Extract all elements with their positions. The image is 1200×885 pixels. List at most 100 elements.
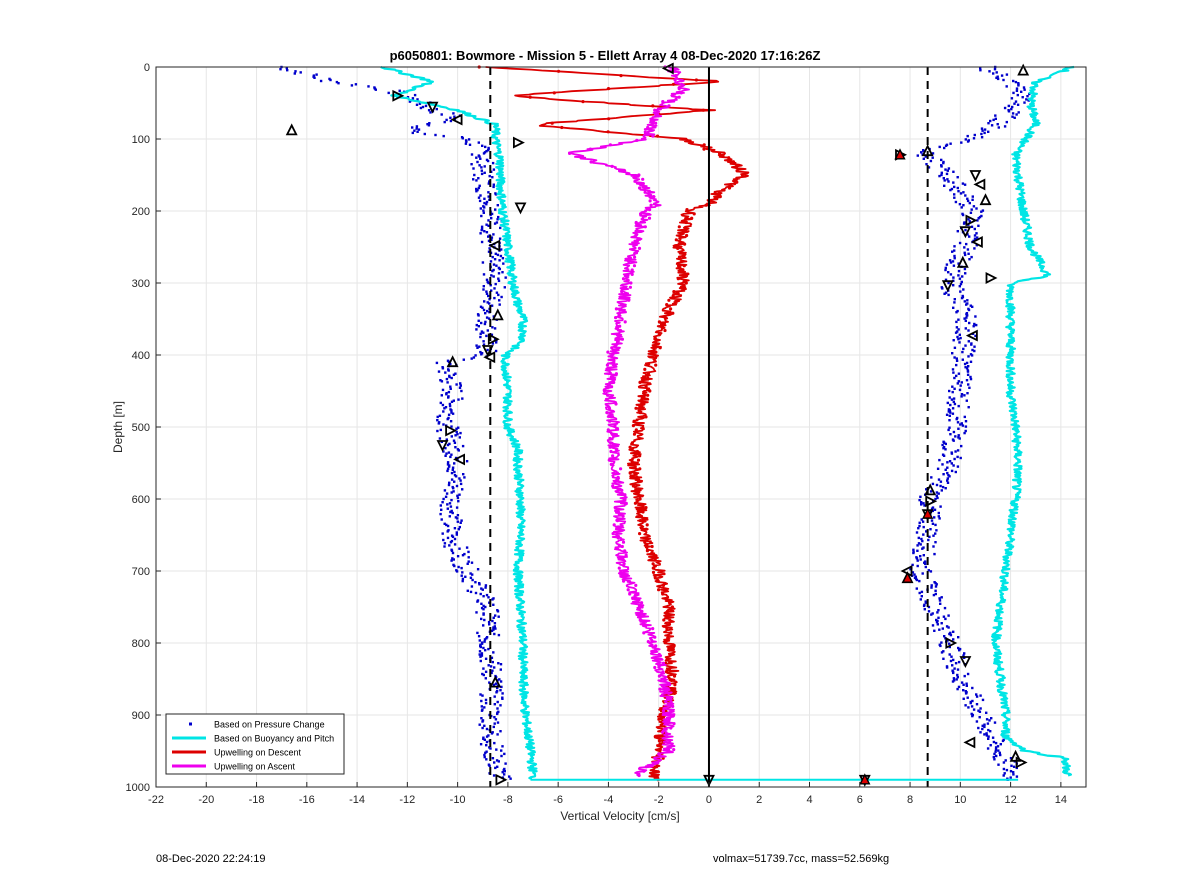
series-point [456,517,459,520]
series-point [964,692,968,695]
series-point [614,372,619,376]
series-point [934,532,937,535]
series-point [636,458,641,462]
series-point [447,369,450,372]
series-point [952,276,955,279]
series-point [448,375,451,379]
triangle-marker [956,255,969,268]
series-point [938,174,941,178]
series-point [464,142,468,145]
series-point [460,574,463,577]
series-point [978,215,982,219]
series-point [490,274,493,277]
series-point [639,212,643,216]
series-point [911,563,914,567]
series-point [664,670,669,674]
series-point [450,411,453,414]
series-point [481,306,484,309]
series-point [963,674,966,678]
series-point [642,631,646,635]
series-point [1015,113,1018,116]
series-point [935,618,938,622]
series-point [939,484,942,488]
series-point [946,169,949,172]
series-point [446,467,450,470]
series-point [461,571,464,574]
series-point [966,314,969,317]
series-point [968,258,971,261]
series-point [925,488,928,491]
series-point [651,773,655,778]
series-point [956,455,959,459]
series-point [920,595,923,598]
series-point [964,704,967,707]
series-point [497,662,500,665]
series-point [492,263,496,266]
series-point [450,425,453,428]
series-point [480,225,484,228]
series-point [653,557,657,562]
series-point [450,498,453,502]
series-point [485,316,489,319]
series-point [640,605,644,609]
series-point [475,323,478,327]
series-point [610,346,614,350]
series-point [484,677,487,680]
series-point [648,199,652,203]
series-point [952,306,955,309]
series-point [387,91,390,95]
series-point [930,519,934,522]
triangle-marker [453,453,466,466]
series-point [987,735,990,738]
series-point [496,204,499,207]
series-point [458,547,461,550]
series-point [483,640,486,643]
series-point [702,147,706,151]
series-point [620,303,624,307]
series-point [980,214,983,218]
series-point [463,476,466,479]
series-point [609,354,614,358]
series-point [449,385,452,388]
series-point [620,544,624,549]
series-point [664,614,668,618]
series-point [418,102,422,105]
series-point [952,677,956,680]
series-point [960,280,963,284]
series-point [918,521,921,524]
series-point [646,125,650,130]
series-point [957,404,960,408]
series-point [915,587,918,590]
series-point [994,741,998,745]
series-point [961,424,965,427]
series-point [481,720,484,723]
series-point [616,510,621,514]
series-point [919,495,922,498]
series-point [964,366,967,369]
series-line [380,65,538,780]
series-point [614,316,618,320]
series-point [498,678,501,681]
series-point [955,417,958,421]
series-point [449,119,453,123]
series-point [479,655,482,658]
series-point [960,681,964,684]
series-point [503,773,506,776]
series-point [681,229,686,233]
series-point [463,552,466,556]
series-point [483,753,486,757]
series-point [455,484,459,488]
series-point [500,248,503,251]
series-point [917,536,920,540]
series-point [478,345,481,348]
series-point [451,535,455,538]
series-point [609,415,614,419]
series-point [935,583,938,586]
series-point [956,465,960,468]
series-point [442,410,445,413]
footer-info: volmax=51739.7cc, mass=52.569kg [713,853,890,865]
series-point [956,176,959,179]
series-point [672,691,677,696]
series-point [973,247,976,250]
series-point [933,552,936,556]
